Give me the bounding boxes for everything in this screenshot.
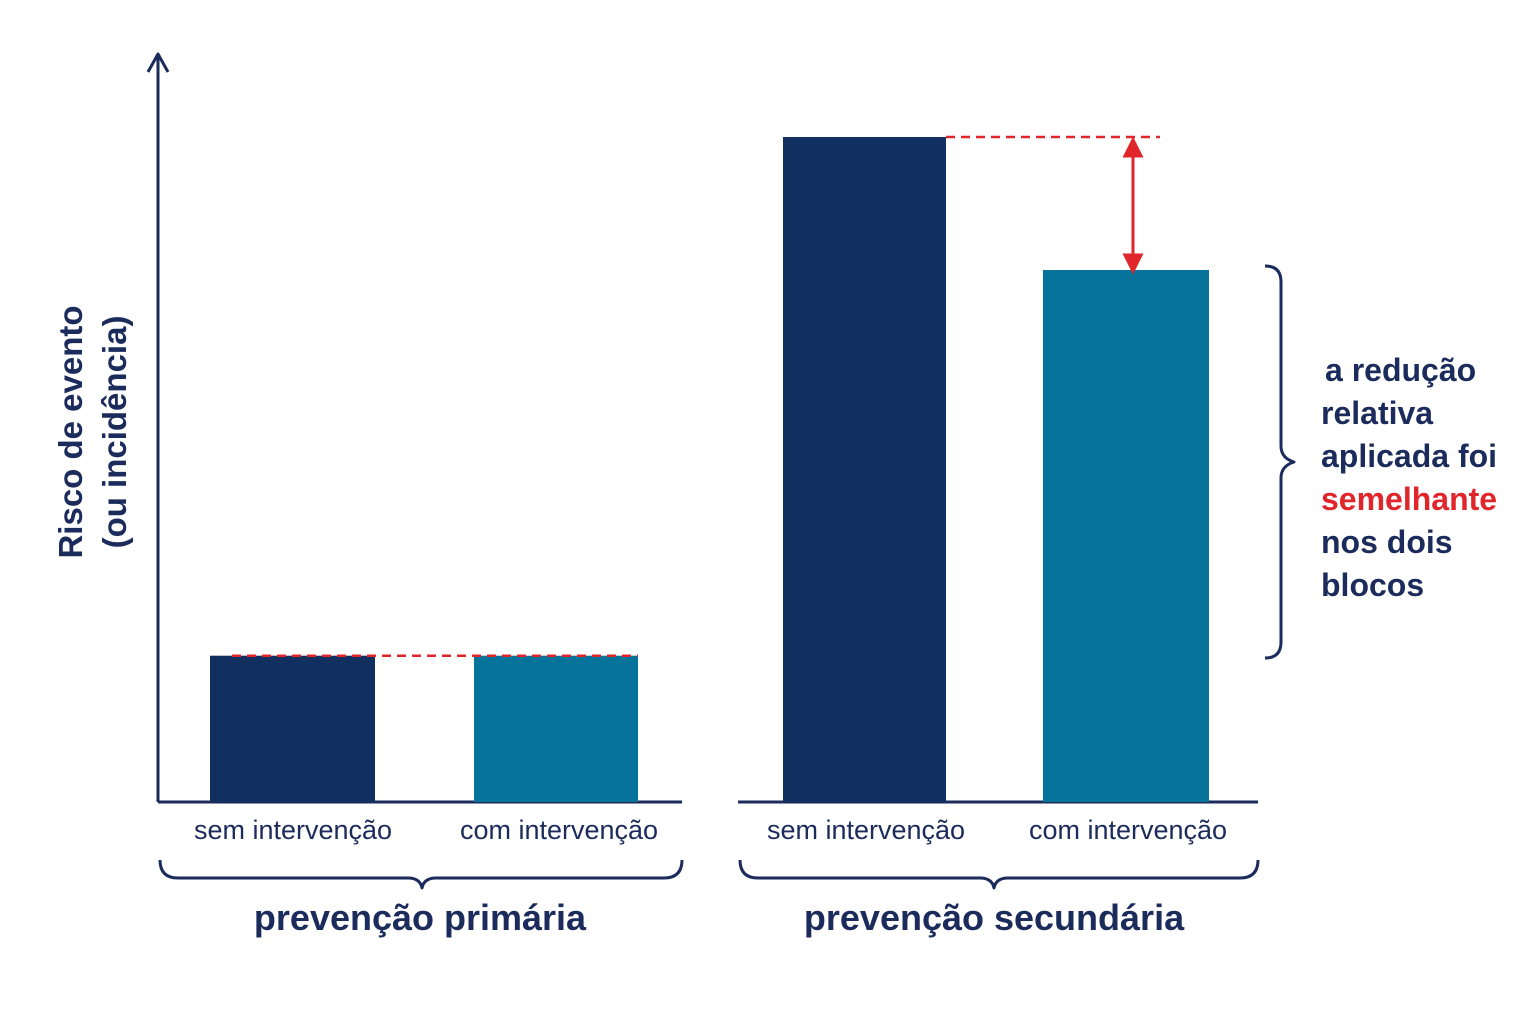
tick-label-secundaria-sem: sem intervenção [767, 815, 965, 845]
group-label-secondary: prevenção secundária [804, 897, 1185, 938]
y-axis-label-line-1: Risco de evento [52, 305, 89, 558]
group-brace-primary [158, 859, 684, 890]
y-axis-arrow-icon [146, 52, 170, 73]
group-label-primary: prevenção primária [254, 897, 587, 938]
annotation-line-2: relativa [1321, 395, 1433, 431]
annotation-line-6: blocos [1321, 567, 1424, 603]
annotation-line-3: aplicada foi [1321, 438, 1497, 474]
tick-label-primaria-com: com intervenção [460, 815, 658, 845]
annotation-line-4: semelhante [1321, 481, 1497, 517]
group-brace-secondary [738, 859, 1260, 890]
annotation-line-5: nos dois [1321, 524, 1453, 560]
annotation: a redução relativa aplicada foi semelhan… [1321, 352, 1497, 603]
bar-primaria-com-intervencao [474, 655, 638, 802]
tick-label-primaria-sem: sem intervenção [194, 815, 392, 845]
bar-secundaria-com-intervencao [1043, 270, 1209, 802]
annotation-brace [1264, 264, 1296, 660]
bar-primaria-sem-intervencao [210, 655, 375, 802]
y-axis-label: Risco de evento (ou incidência) [52, 305, 133, 558]
annotation-line-1: a redução [1325, 352, 1476, 388]
tick-label-secundaria-com: com intervenção [1029, 815, 1227, 845]
y-axis-label-line-2: (ou incidência) [96, 316, 133, 549]
bar-secundaria-sem-intervencao [783, 137, 946, 802]
